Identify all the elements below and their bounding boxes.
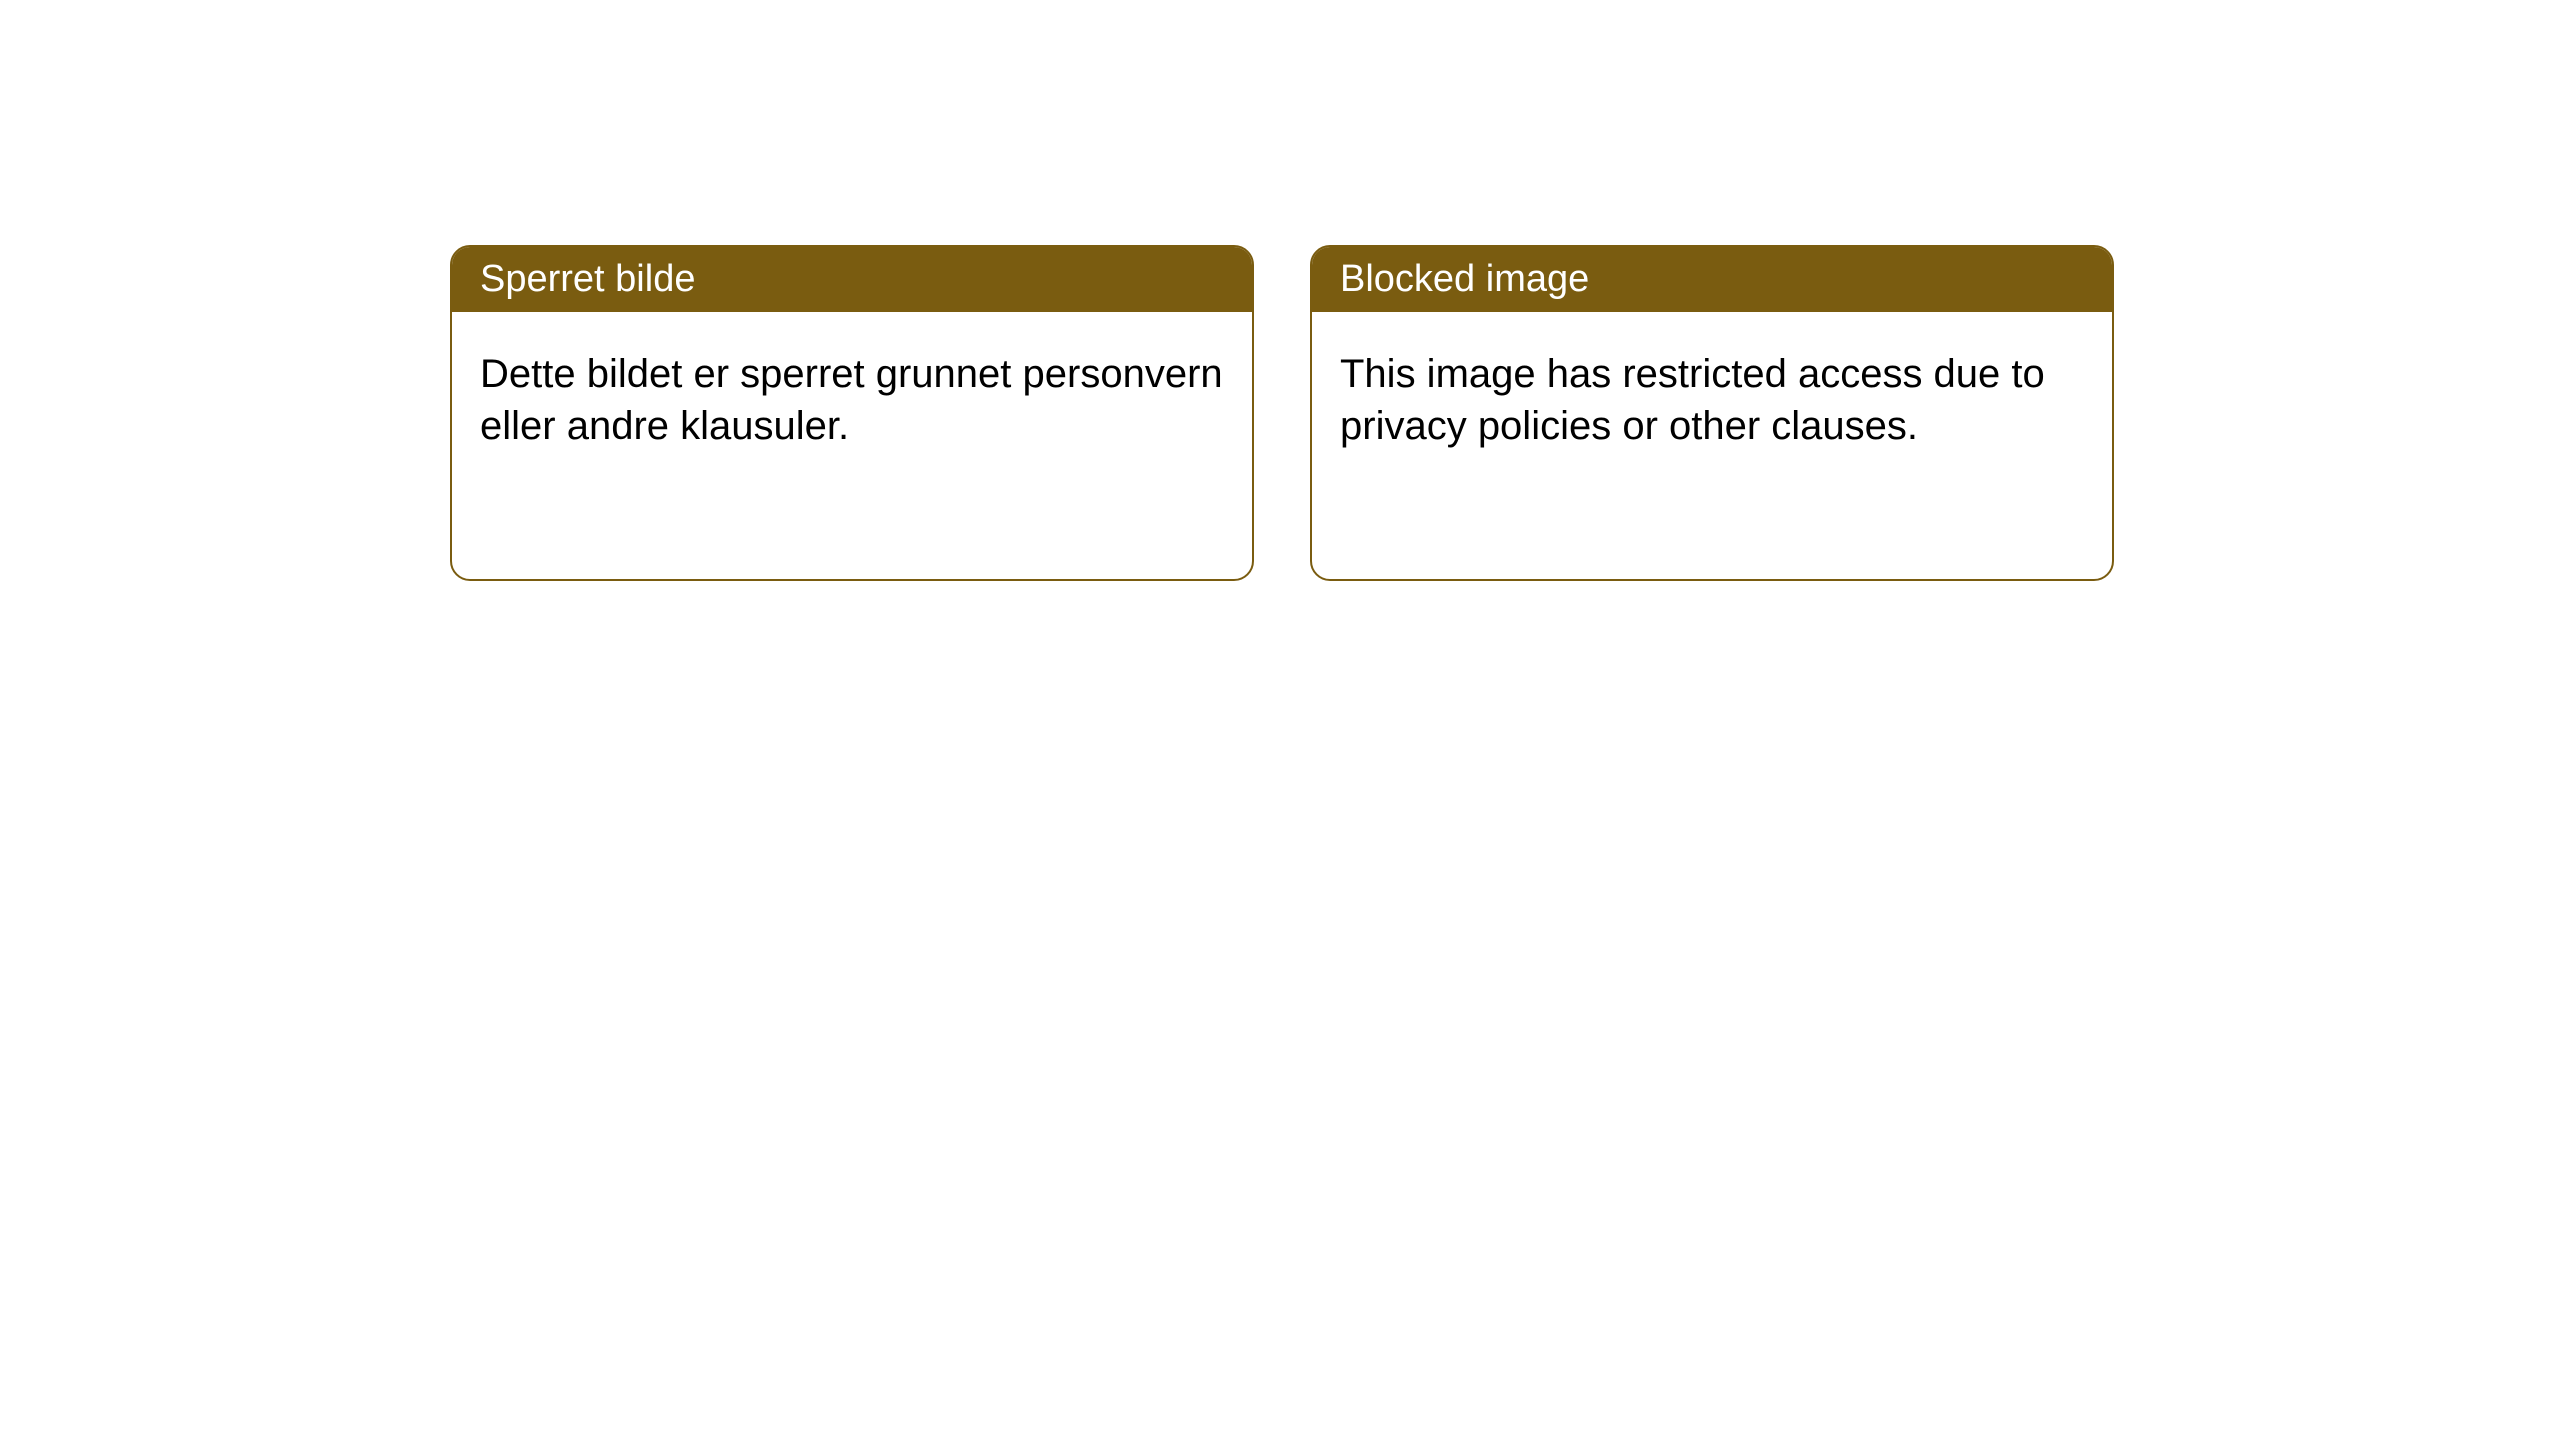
- card-body-text: This image has restricted access due to …: [1340, 352, 2045, 448]
- card-body: Dette bildet er sperret grunnet personve…: [452, 312, 1252, 488]
- card-header: Blocked image: [1312, 247, 2112, 312]
- blocked-image-card-english: Blocked image This image has restricted …: [1310, 245, 2114, 581]
- card-body-text: Dette bildet er sperret grunnet personve…: [480, 352, 1223, 448]
- card-body: This image has restricted access due to …: [1312, 312, 2112, 488]
- notice-container: Sperret bilde Dette bildet er sperret gr…: [0, 0, 2560, 581]
- card-header: Sperret bilde: [452, 247, 1252, 312]
- blocked-image-card-norwegian: Sperret bilde Dette bildet er sperret gr…: [450, 245, 1254, 581]
- card-title: Sperret bilde: [480, 258, 695, 300]
- card-title: Blocked image: [1340, 258, 1589, 300]
